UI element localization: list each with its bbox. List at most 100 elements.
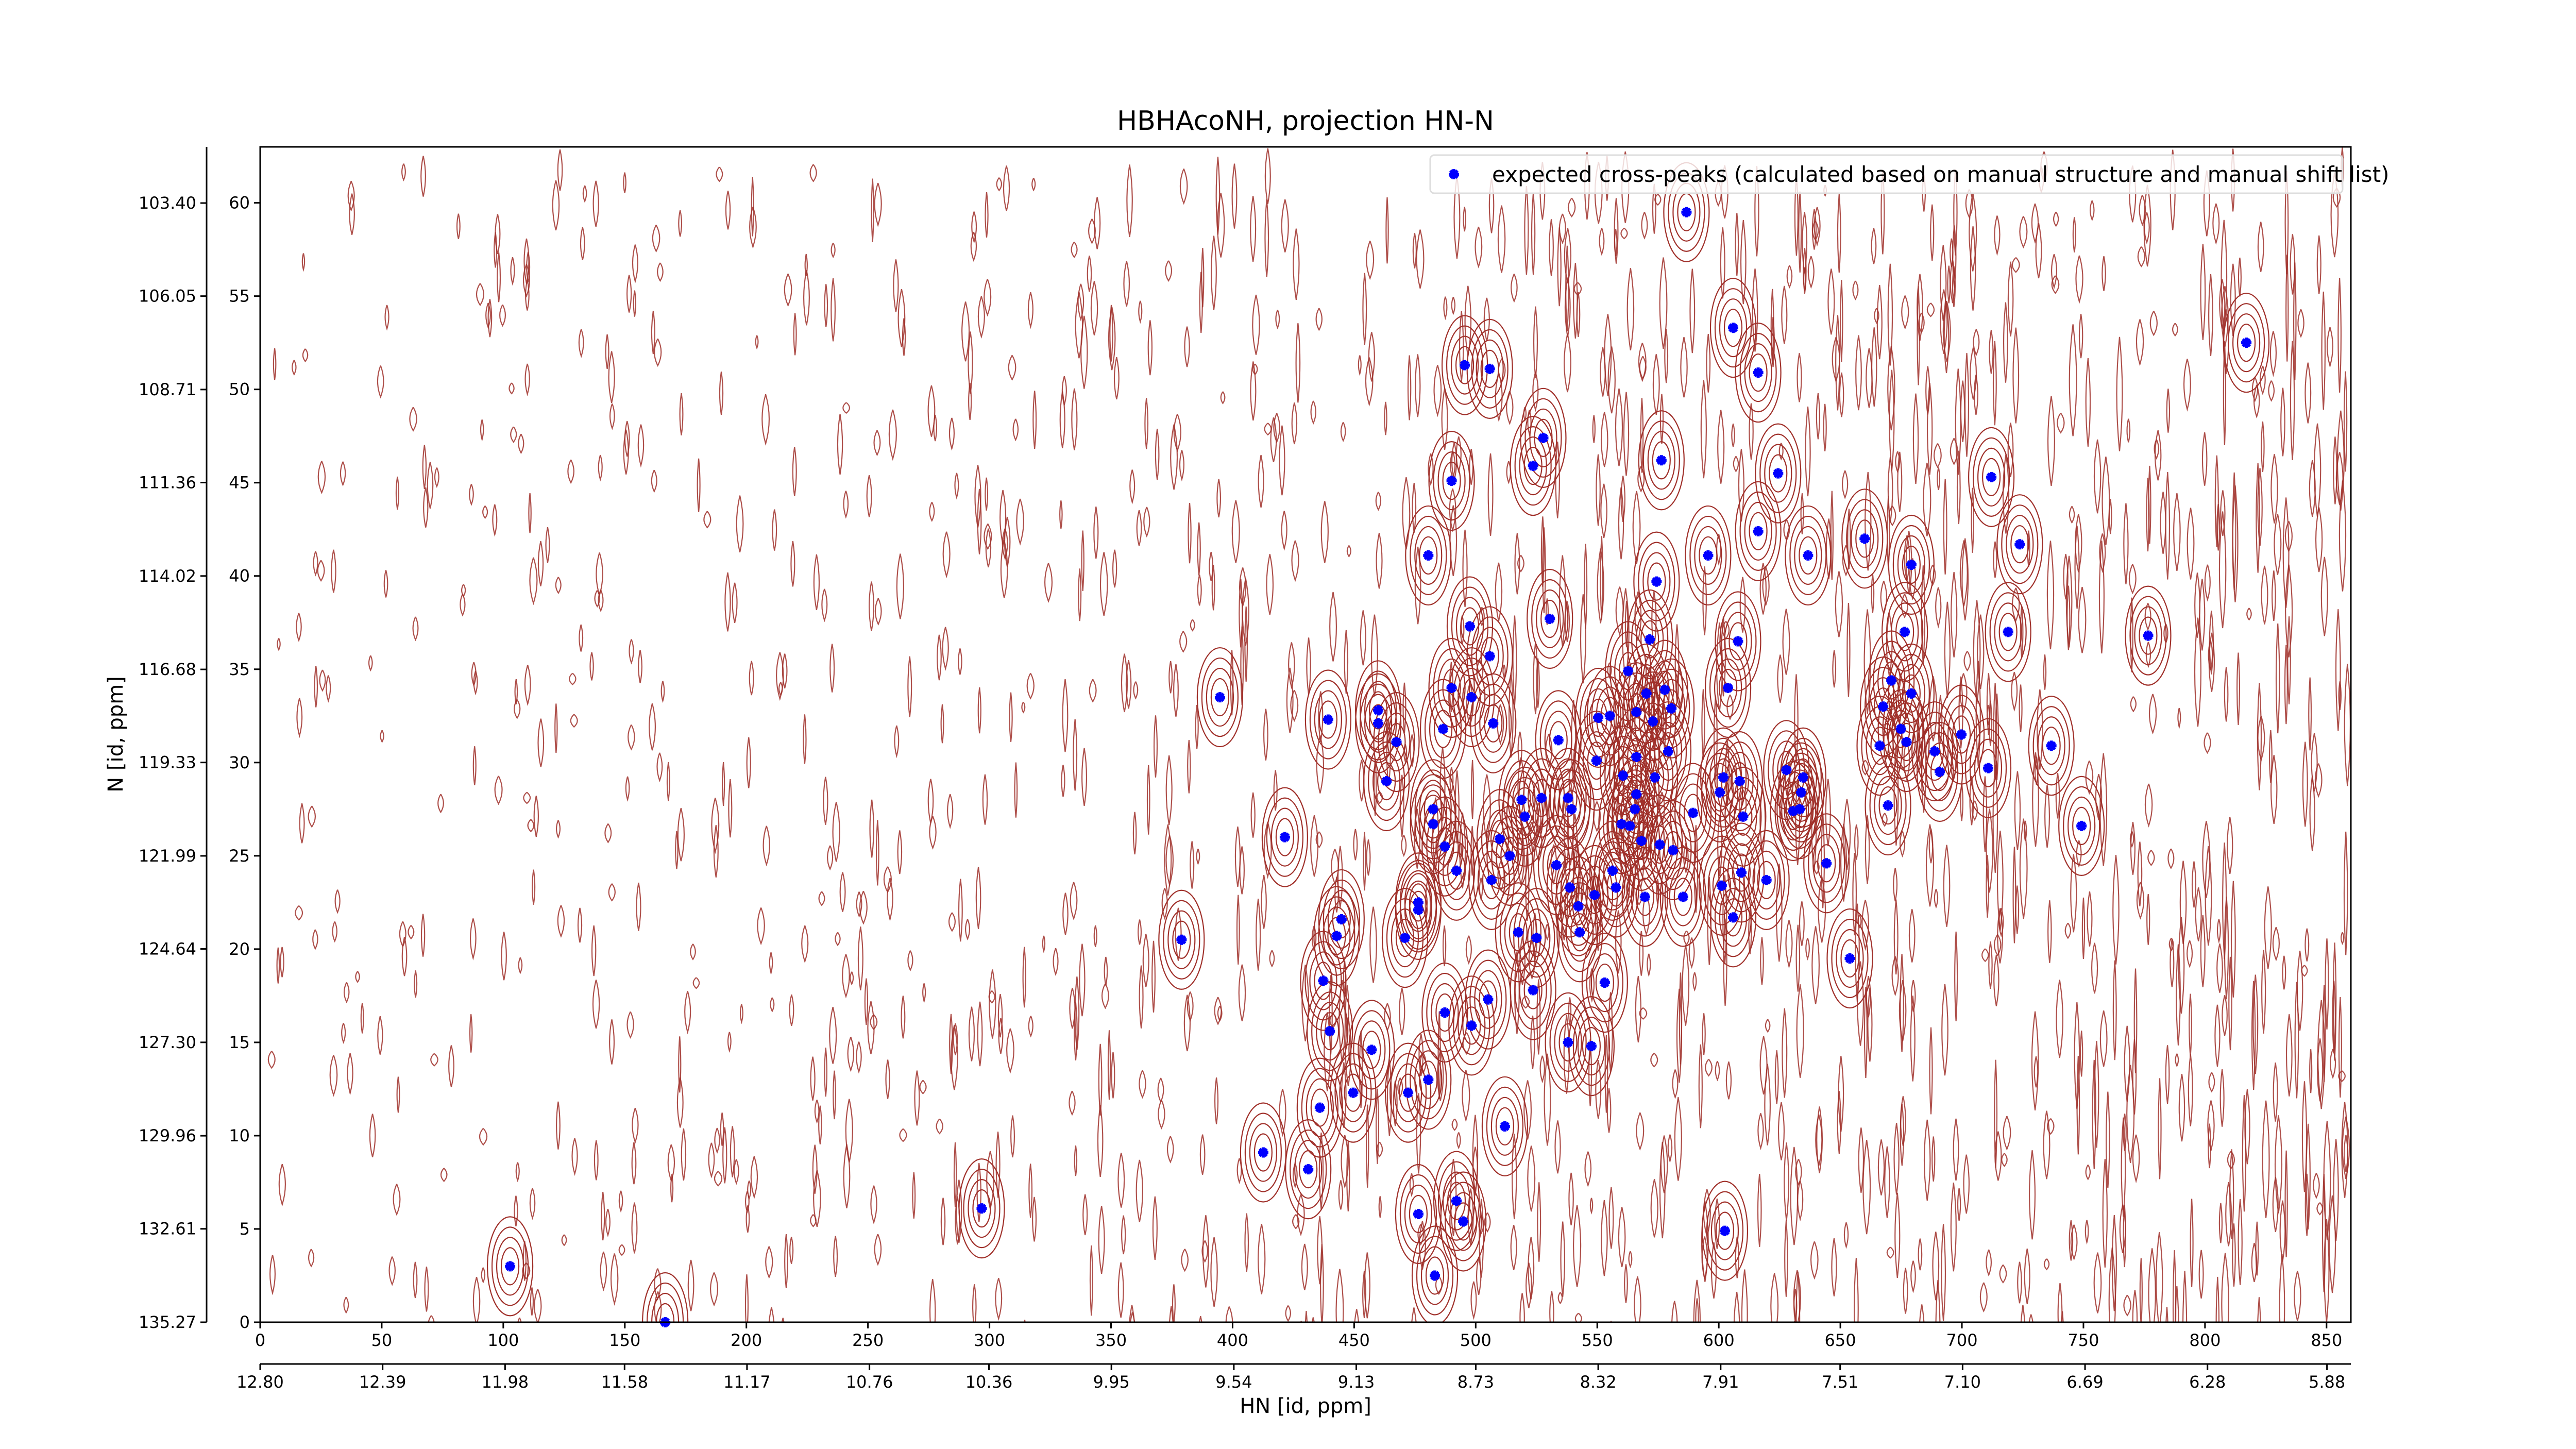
cross-peak xyxy=(1413,1209,1423,1219)
noise-contour xyxy=(295,905,303,921)
noise-contour xyxy=(1874,308,1879,324)
noise-contour xyxy=(347,1053,353,1096)
noise-contour xyxy=(570,714,578,728)
noise-contour xyxy=(1059,500,1063,529)
noise-contour xyxy=(1986,673,1991,735)
peak-contour xyxy=(963,1169,1001,1249)
noise-contour xyxy=(1514,951,1520,1034)
peak-contour xyxy=(1836,929,1864,988)
noise-contour xyxy=(567,459,574,484)
cross-peak xyxy=(1574,927,1585,938)
noise-contour xyxy=(2035,223,2042,279)
noise-contour xyxy=(412,616,419,642)
noise-contour xyxy=(1540,516,1545,587)
noise-contour xyxy=(1757,1113,1764,1151)
noise-contour xyxy=(317,461,326,494)
noise-contour xyxy=(555,577,562,594)
noise-contour xyxy=(501,931,507,981)
noise-contour xyxy=(677,807,685,862)
noise-contour xyxy=(2218,511,2227,629)
noise-contour xyxy=(1941,1224,1946,1321)
noise-contour xyxy=(1846,603,1851,697)
noise-contour xyxy=(1428,453,1434,486)
noise-contour xyxy=(2078,314,2083,359)
noise-contour xyxy=(2205,846,2212,946)
noise-contour xyxy=(369,1114,376,1157)
noise-contour xyxy=(730,1126,735,1177)
peak-contour xyxy=(1969,728,2007,808)
noise-contour xyxy=(341,1022,346,1044)
noise-contour xyxy=(1527,1145,1536,1212)
noise-contour xyxy=(1810,1241,1819,1280)
noise-contour xyxy=(1626,268,1635,350)
noise-contour xyxy=(2001,1153,2008,1167)
peak-contour xyxy=(1470,673,1517,773)
noise-contour xyxy=(1416,1093,1421,1174)
x2-tick-label: 9.95 xyxy=(1093,1372,1130,1392)
noise-contour xyxy=(1752,268,1758,352)
noise-contour xyxy=(1682,945,1690,1026)
peak-contour xyxy=(1589,820,1636,921)
noise-contour xyxy=(2126,418,2131,443)
peak-contour xyxy=(1699,536,1718,575)
noise-contour xyxy=(2275,623,2280,734)
noise-contour xyxy=(1764,1064,1771,1145)
peak-contour xyxy=(1769,454,1788,493)
noise-contour xyxy=(2112,960,2117,1060)
cross-peak xyxy=(1883,800,1893,811)
peak-contour xyxy=(1982,458,2001,496)
x-tick-label: 200 xyxy=(731,1330,762,1350)
noise-contour xyxy=(1865,815,1870,884)
noise-contour xyxy=(1297,1194,1305,1237)
noise-contour xyxy=(1774,1050,1779,1104)
noise-contour xyxy=(1855,903,1860,1002)
y2-tick-label: 106.05 xyxy=(139,287,196,306)
peak-contour xyxy=(1998,613,2018,651)
cross-peak xyxy=(2241,338,2252,348)
peak-contour xyxy=(1633,531,1680,632)
noise-contour xyxy=(2057,1283,2063,1322)
noise-contour xyxy=(1117,1262,1124,1318)
noise-contour xyxy=(2328,1195,2336,1293)
noise-contour xyxy=(1943,845,1951,927)
noise-contour xyxy=(864,978,869,1025)
noise-contour xyxy=(278,1164,286,1207)
x-tick-label: 700 xyxy=(1946,1330,1977,1350)
noise-contour xyxy=(625,776,630,802)
noise-contour xyxy=(319,669,326,692)
noise-contour xyxy=(1264,199,1269,278)
noise-contour xyxy=(1098,1205,1105,1274)
cross-peak xyxy=(1484,651,1495,662)
noise-contour xyxy=(722,1127,727,1184)
peak-contour xyxy=(1431,983,1459,1042)
noise-contour xyxy=(1793,1270,1801,1322)
noise-contour xyxy=(2242,1095,2247,1212)
noise-contour xyxy=(1919,1304,1925,1322)
y-tick-label: 40 xyxy=(229,566,250,586)
peak-contour xyxy=(1575,667,1622,768)
noise-contour xyxy=(2017,1261,2022,1304)
noise-contour xyxy=(1688,937,1695,969)
noise-contour xyxy=(1359,1031,1363,1108)
cross-peak xyxy=(1573,901,1584,912)
noise-contour xyxy=(1832,336,1840,383)
noise-contour xyxy=(413,1261,418,1299)
peak-contour xyxy=(1454,1202,1473,1241)
noise-contour xyxy=(499,304,506,327)
noise-contour xyxy=(1198,1316,1202,1322)
noise-contour xyxy=(557,905,565,938)
noise-contour xyxy=(1778,443,1784,461)
noise-contour xyxy=(2055,773,2060,819)
noise-contour xyxy=(2320,557,2328,636)
cross-peak xyxy=(1677,891,1688,902)
noise-contour xyxy=(1615,388,1623,466)
noise-contour xyxy=(940,1198,946,1245)
noise-contour xyxy=(681,1128,687,1181)
y-tick-label: 20 xyxy=(229,939,250,959)
peak-contour xyxy=(1840,939,1859,978)
noise-contour xyxy=(2015,885,2020,934)
noise-contour xyxy=(1545,733,1553,769)
noise-contour xyxy=(942,627,949,671)
peak-contour xyxy=(1399,870,1437,950)
